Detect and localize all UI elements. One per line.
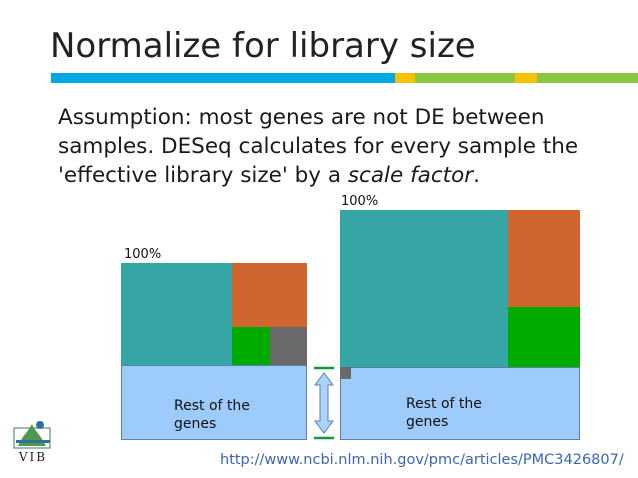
- title-bar-blue-segment: [51, 73, 395, 83]
- left-green-block: [232, 327, 270, 365]
- title-bar-yellow-segment: [395, 73, 415, 83]
- left-percent-label: 100%: [124, 247, 162, 262]
- scale-factor-arrow-icon: [314, 366, 334, 440]
- right-percent-label: 100%: [341, 194, 379, 209]
- left-rest-of-genes-block: [121, 365, 307, 440]
- right-rest-label-line1: Rest of the: [406, 396, 482, 412]
- right-green-block: [508, 307, 580, 367]
- left-orange-block: [232, 263, 307, 327]
- source-url-link[interactable]: http://www.ncbi.nlm.nih.gov/pmc/articles…: [220, 452, 624, 468]
- title-bar-green-segment-2: [537, 73, 638, 83]
- body-text-plain: Assumption: most genes are not DE betwee…: [58, 105, 579, 188]
- left-rest-label-line1: Rest of the: [174, 398, 250, 414]
- double-arrow-shape: [314, 372, 334, 434]
- right-orange-block: [508, 210, 580, 307]
- title-bar-yellow-segment-2: [515, 73, 537, 83]
- vib-logo-text: VIB: [18, 450, 48, 464]
- vib-logo-icon: [13, 421, 51, 449]
- left-teal-block: [121, 263, 232, 365]
- slide-title: Normalize for library size: [50, 26, 476, 66]
- right-teal-block: [340, 210, 508, 367]
- right-rest-label-line2: genes: [406, 414, 449, 430]
- title-bar-green-segment: [415, 73, 515, 83]
- body-text-italic: scale factor: [347, 163, 474, 188]
- body-paragraph: Assumption: most genes are not DE betwee…: [58, 103, 618, 190]
- left-gray-block: [270, 327, 307, 365]
- right-rest-of-genes-block: [340, 367, 580, 440]
- body-text-end: .: [473, 163, 480, 188]
- right-gray-block: [340, 367, 351, 379]
- left-rest-label-line2: genes: [174, 416, 217, 432]
- vib-logo: VIB: [10, 418, 60, 466]
